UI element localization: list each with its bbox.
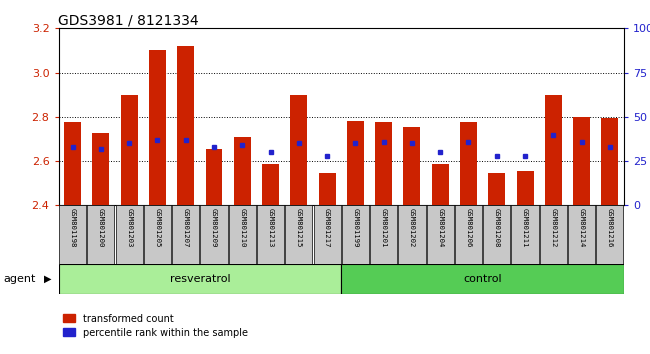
Text: GSM801205: GSM801205 [155, 208, 161, 247]
Bar [398, 205, 426, 264]
Text: GSM801201: GSM801201 [381, 208, 387, 247]
Text: GSM801210: GSM801210 [239, 208, 245, 247]
Text: GSM801217: GSM801217 [324, 208, 330, 247]
Bar [144, 205, 171, 264]
Text: GSM801211: GSM801211 [522, 208, 528, 247]
Text: GSM801215: GSM801215 [296, 208, 302, 247]
Bar [87, 205, 114, 264]
Bar [291, 95, 307, 205]
Text: agent: agent [3, 274, 36, 284]
Text: GSM801214: GSM801214 [578, 208, 584, 247]
Bar [59, 205, 86, 264]
Bar [172, 205, 200, 264]
Bar [483, 205, 510, 264]
Text: GSM801199: GSM801199 [352, 208, 358, 247]
Bar [573, 117, 590, 205]
Bar [177, 46, 194, 205]
Text: GSM801213: GSM801213 [268, 208, 274, 247]
Bar [285, 205, 313, 264]
Bar [64, 122, 81, 205]
Bar [257, 205, 284, 264]
Text: GSM801204: GSM801204 [437, 208, 443, 247]
Bar [432, 164, 448, 205]
Bar [341, 264, 624, 294]
Text: control: control [463, 274, 502, 284]
Bar [540, 205, 567, 264]
Bar [426, 205, 454, 264]
Bar [262, 164, 279, 205]
Bar [200, 205, 227, 264]
Text: GSM801202: GSM801202 [409, 208, 415, 247]
Bar [517, 171, 534, 205]
Bar [568, 205, 595, 264]
Text: resveratrol: resveratrol [170, 274, 230, 284]
Bar [601, 118, 618, 205]
Bar [313, 205, 341, 264]
Bar [375, 122, 392, 205]
Bar [545, 95, 562, 205]
Bar [370, 205, 397, 264]
Text: GDS3981 / 8121334: GDS3981 / 8121334 [58, 13, 199, 27]
Bar [205, 149, 222, 205]
Text: GSM801207: GSM801207 [183, 208, 188, 247]
Text: GSM801216: GSM801216 [607, 208, 613, 247]
Bar [512, 205, 539, 264]
Text: GSM801200: GSM801200 [98, 208, 104, 247]
Text: GSM801206: GSM801206 [465, 208, 471, 247]
Bar [460, 122, 477, 205]
Bar [404, 127, 421, 205]
Bar [149, 50, 166, 205]
Bar [58, 264, 341, 294]
Bar [234, 137, 251, 205]
Text: GSM801203: GSM801203 [126, 208, 132, 247]
Text: GSM801209: GSM801209 [211, 208, 217, 247]
Bar [596, 205, 623, 264]
Bar [229, 205, 256, 264]
Text: GSM801198: GSM801198 [70, 208, 75, 247]
Bar [116, 205, 143, 264]
Legend: transformed count, percentile rank within the sample: transformed count, percentile rank withi… [63, 314, 248, 338]
Bar [488, 173, 505, 205]
Text: GSM801208: GSM801208 [494, 208, 500, 247]
Bar [347, 121, 364, 205]
Text: ▶: ▶ [44, 274, 52, 284]
Bar [455, 205, 482, 264]
Bar [342, 205, 369, 264]
Bar [92, 133, 109, 205]
Bar [318, 173, 335, 205]
Bar [121, 95, 138, 205]
Text: GSM801212: GSM801212 [551, 208, 556, 247]
